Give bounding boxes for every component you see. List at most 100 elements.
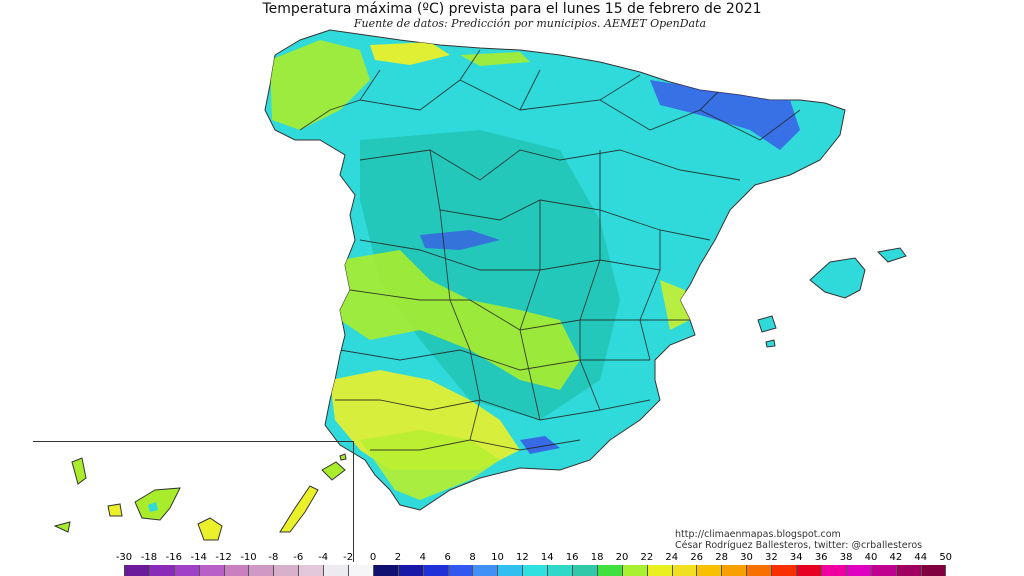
mallorca [809,257,866,299]
legend-tick: 26 [690,552,704,563]
lime-zone-northwest [270,40,370,130]
legend-tick: 18 [590,552,604,563]
legend-tick: 14 [540,552,554,563]
legend-tick: 6 [444,552,451,563]
legend-swatch [373,565,399,576]
legend-tick: 4 [419,552,426,563]
legend-tick: 16 [565,552,579,563]
legend-tick: -18 [140,552,158,563]
legend-color-bar [124,565,947,576]
balearic-islands [757,247,907,348]
legend-swatch [125,565,150,576]
legend-tick: 22 [640,552,654,563]
legend-swatch [349,565,374,576]
legend-swatch [597,565,623,576]
canary-inset-frame [33,441,354,562]
lime-zone-valencia [660,280,690,330]
ibiza [757,315,777,333]
legend-swatch [821,565,847,576]
la-gomera [107,503,123,517]
tenerife-teide [148,502,158,512]
formentera [765,339,776,348]
legend-tick: -14 [190,552,207,563]
legend-tick: -12 [215,552,232,563]
legend-swatch [921,565,947,576]
legend-tick: 40 [864,552,878,563]
legend-tick: 0 [369,552,377,563]
la-palma [71,457,87,485]
legend-swatch [622,565,648,576]
lime-zone-cantabria [460,52,530,66]
lime-zone-south [360,430,500,500]
legend-tick: 24 [665,552,679,563]
legend-tick: -2 [343,552,354,563]
legend-swatch [846,565,872,576]
credit-author: César Rodríguez Ballesteros, twitter: @c… [675,540,923,551]
legend-tick: 32 [765,552,778,563]
legend-swatch [448,565,474,576]
legend-tick: 38 [839,552,853,563]
legend-swatch [647,565,673,576]
legend-swatch [274,565,300,576]
legend-swatch [573,565,598,576]
legend-tick: 28 [715,552,728,563]
legend-swatch [423,565,449,576]
legend-swatch [896,565,922,576]
legend-tick: 8 [469,552,476,563]
legend-swatch [473,565,499,576]
legend-tick: 2 [394,552,402,563]
legend-swatch [149,565,175,576]
legend-swatch [498,565,524,576]
legend-tick: 12 [516,552,529,563]
legend-swatch [324,565,350,576]
legend-swatch [199,565,225,576]
map-title: Temperatura máxima (ºC) prevista para el… [262,1,762,17]
el-hierro [53,521,71,533]
legend-tick: -8 [268,552,279,563]
legend-swatch [797,565,822,576]
map-subtitle: Fuente de datos: Predicción por municipi… [353,17,707,30]
legend-swatch [871,565,897,576]
legend-tick: -30 [115,552,133,563]
menorca [876,247,907,263]
credit-url[interactable]: http://climaenmapas.blogspot.com [675,529,841,540]
province-borders [299,49,801,451]
la-graciosa [339,453,347,461]
legend-swatch [548,565,574,576]
legend-swatch [747,565,773,576]
legend-tick: 20 [615,552,629,563]
legend-swatch [299,565,325,576]
legend-swatch [772,565,798,576]
legend-tick: 30 [740,552,753,563]
legend-tick: 44 [914,552,928,563]
legend-tick: -4 [318,552,329,563]
canary-islands [53,453,347,541]
legend-swatch [398,565,424,576]
color-legend: -30 -18 -16 -14 -12 -10 -8 -6 -4 -2 0 2 4 6 8 10 12 14 16 1… [112,552,952,576]
fuerteventura [279,485,319,533]
legend-swatch [174,565,200,576]
tenerife [134,487,181,521]
gran-canaria [197,517,223,541]
yellow-zone-north [370,42,450,65]
legend-swatch [672,565,698,576]
legend-swatch [523,565,549,576]
legend-tick: 50 [939,552,953,563]
legend-swatch [697,565,723,576]
legend-tick: 36 [814,552,828,563]
legend-tick: -6 [293,552,304,563]
legend-tick: 34 [789,552,803,563]
legend-swatch [224,565,250,576]
blue-zone-sierra-nevada [520,436,560,454]
legend-tick: -16 [165,552,182,563]
legend-tick: 10 [491,552,504,563]
legend-tick: -10 [240,552,257,563]
lime-zone-extremadura [340,250,580,390]
legend-swatch [722,565,748,576]
lanzarote [321,461,346,481]
blue-zone-central [420,230,500,250]
legend-tick: 42 [889,552,903,563]
peninsula [264,29,846,511]
legend-swatch [249,565,275,576]
